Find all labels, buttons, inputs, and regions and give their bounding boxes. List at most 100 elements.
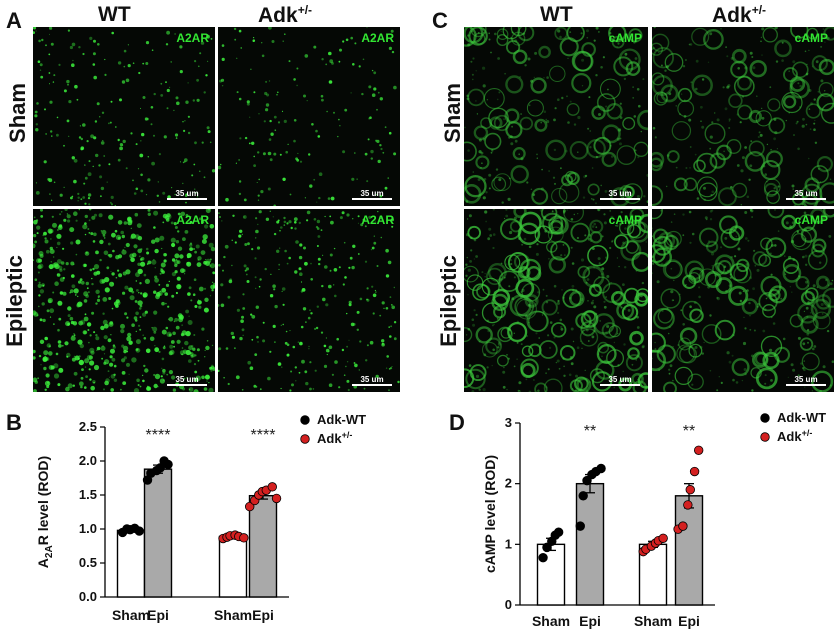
panel-c-row-sham: Sham xyxy=(440,83,465,143)
bar xyxy=(116,529,146,598)
data-point xyxy=(553,527,564,537)
category-label: Sham xyxy=(634,613,672,629)
micrograph-texture xyxy=(464,209,648,392)
category-label: Epi xyxy=(579,613,601,629)
y-tick-label: 0 xyxy=(505,597,512,612)
data-point xyxy=(538,552,548,563)
stain-label: cAMP xyxy=(794,31,828,45)
legend-label: Adk+/- xyxy=(777,428,812,444)
y-axis-label: cAMP level (ROD) xyxy=(482,455,498,573)
stain-label: cAMP xyxy=(608,31,642,45)
panel-c-row-epileptic: Epileptic xyxy=(436,255,461,347)
legend-label: Adk-WT xyxy=(317,412,366,427)
scale-label: 35 um xyxy=(175,189,199,198)
category-label: Epi xyxy=(252,607,274,623)
data-point xyxy=(582,475,592,486)
y-tick-label: 2.5 xyxy=(79,419,97,434)
micrograph-c-adk-sham: cAMP 35 um xyxy=(652,27,834,206)
panel-a-row-sham: Sham xyxy=(5,83,30,143)
panel-letter-c: C xyxy=(432,8,448,33)
micrograph-a-wt-epileptic: A2AR 35 um xyxy=(33,209,215,392)
y-tick-label: 3 xyxy=(505,415,512,430)
panel-c-col-adk: Adk+/- xyxy=(712,3,766,28)
data-point xyxy=(134,526,144,536)
bar xyxy=(674,495,704,606)
micrograph-texture xyxy=(33,209,215,392)
panel-a-row-epileptic: Epileptic xyxy=(2,255,27,347)
panel-a-col-adk-base: Adk xyxy=(258,4,298,27)
y-tick-label: 2 xyxy=(505,476,512,491)
category-label: Sham xyxy=(112,607,150,623)
panel-letter-b: B xyxy=(6,410,22,435)
micrograph-texture xyxy=(652,209,834,392)
y-axis-label: A2AR level (ROD) xyxy=(35,456,55,568)
data-point xyxy=(239,533,249,543)
data-point xyxy=(542,542,552,553)
scale-bar: 35 um xyxy=(352,375,392,386)
legend-label: Adk-WT xyxy=(777,410,826,425)
y-tick-label: 0.5 xyxy=(79,555,97,570)
panel-c-col-wt: WT xyxy=(540,3,573,26)
data-point xyxy=(267,482,277,492)
panel-a-col-adk: Adk+/- xyxy=(258,3,312,28)
y-tick-label: 1.0 xyxy=(79,521,97,536)
micrograph-texture xyxy=(218,27,400,206)
bar xyxy=(218,535,248,598)
y-tick-label: 1 xyxy=(505,536,512,551)
data-point xyxy=(163,459,173,470)
stain-label: cAMP xyxy=(608,213,642,227)
micrograph-a-adk-sham: A2AR 35 um xyxy=(218,27,400,206)
bar xyxy=(143,468,173,598)
data-point xyxy=(693,445,704,456)
scale-bar: 35 um xyxy=(167,375,207,386)
scale-bar: 35 um xyxy=(167,189,207,200)
legend-marker xyxy=(760,432,770,442)
panel-a-col-adk-sup: +/- xyxy=(297,3,313,17)
data-point xyxy=(271,493,282,504)
scale-label: 35 um xyxy=(794,189,818,198)
scale-label: 35 um xyxy=(608,189,632,198)
panel-c-col-adk-base: Adk xyxy=(712,4,752,27)
category-label: Epi xyxy=(678,613,700,629)
chart-a2ar-level: 0.0 0.5 1.0 1.5 2.0 2.5 A2AR level (ROD) Sham **… xyxy=(0,400,420,631)
scale-label: 35 um xyxy=(794,375,818,384)
category-label: Sham xyxy=(532,613,570,629)
chart-camp-svg: 0 1 2 3 cAMP level (ROD) Sham ** Epi Sham ** Epi Ad… xyxy=(482,410,826,629)
y-tick-label: 0.0 xyxy=(79,589,97,604)
y-tick-label: 2.0 xyxy=(79,453,97,468)
scale-bar: 35 um xyxy=(600,189,640,200)
scale-bar: 35 um xyxy=(352,189,392,200)
category-label: Sham xyxy=(214,607,252,623)
micrograph-texture xyxy=(464,27,648,206)
scale-bar: 35 um xyxy=(786,189,826,200)
category-label: Epi xyxy=(147,607,169,623)
chart-a2ar-svg: 0.0 0.5 1.0 1.5 2.0 2.5 A2AR level (ROD) Sham **… xyxy=(35,412,366,623)
micrograph-texture xyxy=(33,27,215,206)
stain-label: A2AR xyxy=(176,213,209,227)
micrograph-texture xyxy=(652,27,834,206)
significance-label: ** xyxy=(584,423,596,440)
data-point xyxy=(689,466,700,477)
legend-marker xyxy=(300,415,310,425)
data-point xyxy=(685,485,695,495)
panel-letter-d: D xyxy=(449,410,465,435)
scale-label: 35 um xyxy=(360,189,384,198)
legend-marker xyxy=(760,413,770,423)
scale-bar: 35 um xyxy=(786,375,826,386)
significance-label: **** xyxy=(146,427,171,444)
panel-letter-a: A xyxy=(6,8,22,33)
scale-label: 35 um xyxy=(175,375,199,384)
scale-label: 35 um xyxy=(360,375,384,384)
bar xyxy=(575,482,605,606)
panel-a-col-wt: WT xyxy=(98,3,131,26)
stain-label: A2AR xyxy=(176,31,209,45)
significance-label: ** xyxy=(683,423,695,440)
micrograph-a-wt-sham: A2AR 35 um xyxy=(33,27,215,206)
scale-label: 35 um xyxy=(608,375,632,384)
data-point xyxy=(678,521,688,531)
panel-c-col-adk-sup: +/- xyxy=(751,3,767,17)
scale-bar: 35 um xyxy=(600,375,640,386)
stain-label: A2AR xyxy=(361,31,394,45)
micrograph-texture xyxy=(218,209,400,392)
legend-marker xyxy=(300,434,310,444)
